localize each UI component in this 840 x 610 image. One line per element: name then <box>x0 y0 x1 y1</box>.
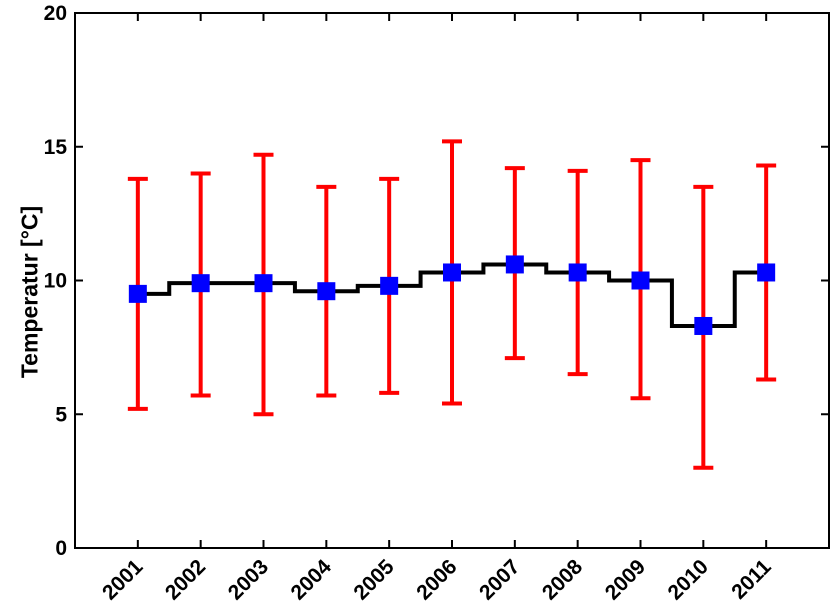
data-marker <box>631 271 650 290</box>
data-marker <box>694 316 713 335</box>
x-tick-label: 2001 <box>98 555 148 605</box>
x-tick-label: 2005 <box>349 555 399 605</box>
data-marker <box>254 274 273 293</box>
data-marker <box>443 263 461 282</box>
data-marker <box>191 274 210 293</box>
y-tick-label: 5 <box>55 403 67 426</box>
x-tick-label: 2008 <box>538 555 588 605</box>
x-tick-label: 2011 <box>727 555 776 604</box>
x-tick-label: 2002 <box>161 555 210 604</box>
y-axis-label: Temperatur [°C] <box>16 205 43 379</box>
data-marker <box>317 282 336 301</box>
x-tick-label: 2009 <box>601 555 650 604</box>
x-tick-label: 2010 <box>664 555 713 604</box>
data-marker <box>505 255 524 274</box>
data-marker <box>128 284 147 303</box>
y-tick-label: 20 <box>44 2 67 25</box>
x-tick-label: 2003 <box>224 555 273 604</box>
y-tick-label: 15 <box>44 136 68 159</box>
x-tick-label: 2004 <box>287 555 337 605</box>
data-marker <box>568 263 587 282</box>
y-tick-label: 10 <box>44 270 67 293</box>
y-tick-label: 0 <box>55 537 67 560</box>
x-tick-label: 2007 <box>475 555 524 604</box>
x-tick-label: 2006 <box>412 555 461 604</box>
data-marker <box>757 263 776 282</box>
data-marker <box>380 276 399 295</box>
stairs-line <box>137 262 767 328</box>
